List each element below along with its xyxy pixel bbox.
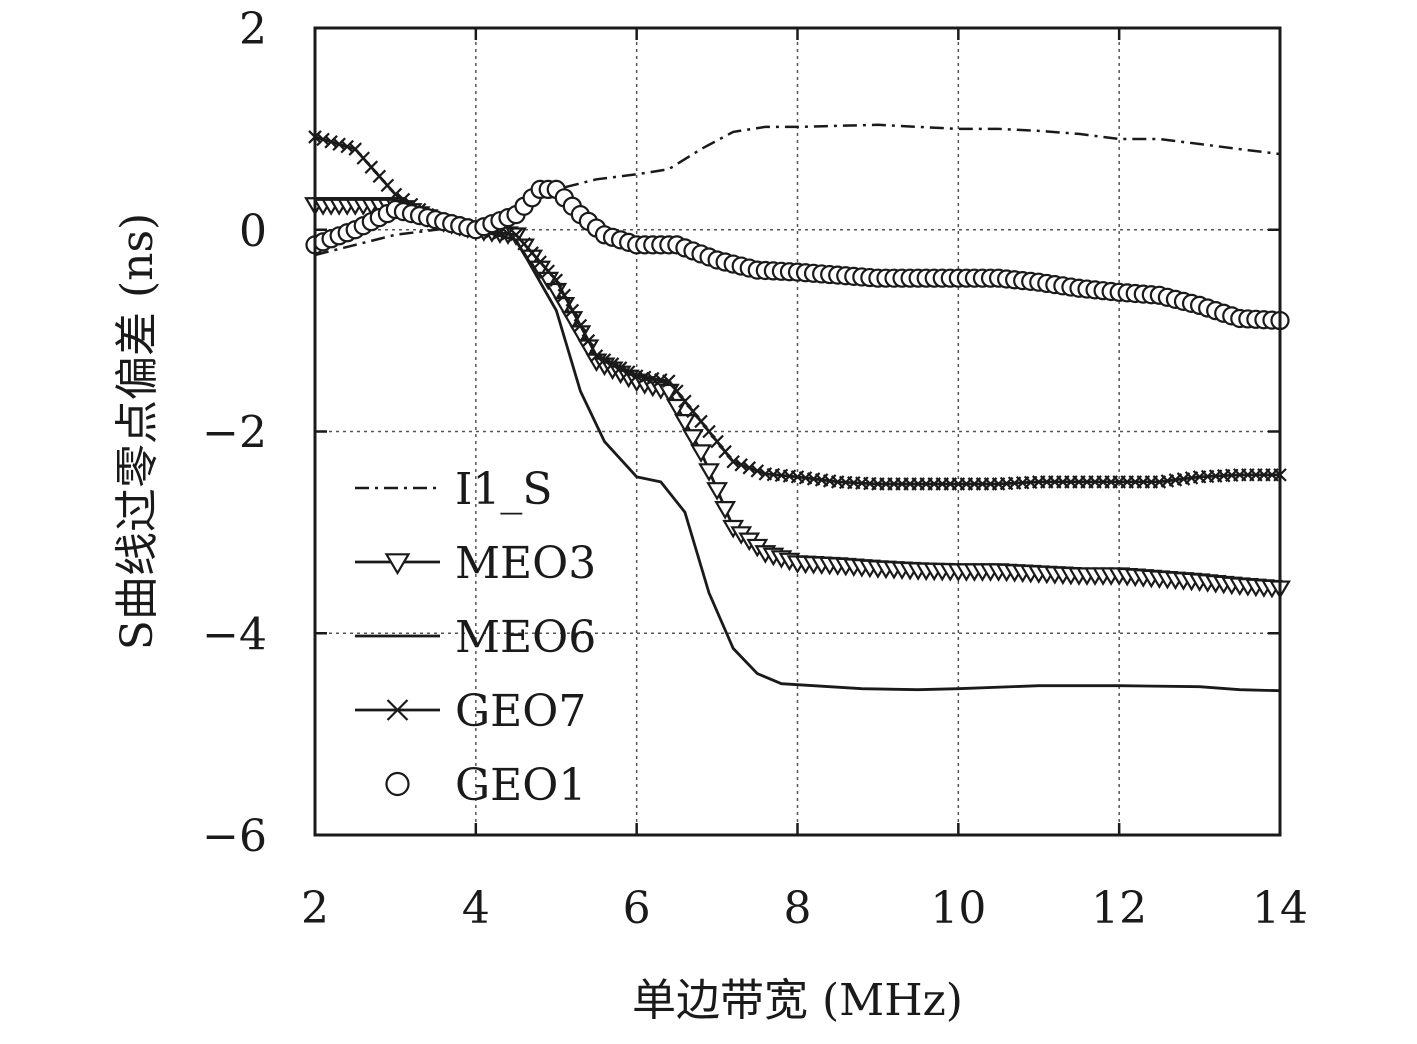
x-marker	[670, 384, 684, 398]
x-marker	[742, 461, 757, 475]
series-i1-s	[314, 123, 1281, 257]
legend-label: GEO1	[455, 760, 586, 811]
x-marker	[750, 464, 765, 478]
triangle-marker	[714, 501, 737, 520]
y-axis-title: S曲线过零点偏差 (ns)	[112, 213, 163, 650]
x-marker	[662, 374, 676, 388]
x-marker	[589, 349, 604, 363]
x-tick-label: 10	[930, 883, 986, 934]
y-tick-label: 2	[239, 4, 267, 55]
legend-entry: MEO3	[355, 538, 596, 589]
x-marker	[734, 458, 748, 472]
y-tick-label: 0	[239, 206, 267, 257]
x-tick-label: 6	[623, 883, 651, 934]
legend: I1_S MEO3 MEO6 GEO7 GEO1	[355, 464, 596, 811]
x-marker	[581, 333, 596, 348]
legend-entry: GEO1	[385, 760, 586, 811]
x-marker	[678, 394, 692, 409]
series-line	[314, 123, 1281, 257]
x-marker	[340, 139, 354, 154]
x-tick-label: 4	[462, 883, 490, 934]
x-marker	[565, 303, 580, 318]
triangle-marker	[673, 414, 696, 433]
triangle-marker	[384, 553, 411, 576]
x-marker	[386, 699, 409, 721]
x-marker	[694, 414, 708, 429]
legend-label: I1_S	[455, 464, 553, 515]
grid-lines	[315, 28, 1280, 835]
y-tick-label: −4	[202, 609, 267, 660]
x-marker	[718, 444, 732, 459]
legend-entry: I1_S	[355, 464, 553, 515]
triangle-marker	[698, 463, 720, 482]
triangle-marker	[682, 429, 704, 448]
legend-entry: MEO6	[355, 612, 596, 663]
x-marker	[726, 454, 740, 469]
y-tick-label: −2	[202, 408, 267, 459]
x-marker	[549, 273, 564, 287]
legend-label: GEO7	[455, 686, 586, 737]
x-marker	[605, 357, 620, 371]
x-marker	[597, 353, 612, 367]
circle-marker	[385, 771, 410, 797]
x-marker	[621, 365, 636, 379]
series-line	[315, 203, 1281, 590]
x-axis-title: 单边带宽 (MHz)	[632, 975, 963, 1026]
x-marker	[332, 137, 346, 151]
x-marker	[316, 132, 330, 147]
series-meo3	[304, 197, 1291, 600]
x-marker	[388, 187, 403, 202]
x-marker	[613, 361, 628, 375]
x-tick-label: 12	[1091, 883, 1147, 934]
x-marker	[710, 434, 724, 449]
x-tick-label: 14	[1252, 883, 1308, 934]
axis-ticks	[313, 26, 1282, 837]
x-marker	[557, 288, 572, 303]
series-geo1	[305, 179, 1290, 331]
series-layer	[304, 123, 1291, 693]
x-marker	[324, 135, 338, 149]
legend-label: MEO6	[455, 612, 596, 663]
legend-entry: GEO7	[355, 686, 586, 737]
x-marker	[702, 424, 716, 439]
triangle-marker	[706, 482, 729, 501]
tick-labels: 2 4 6 8 10 12 14 −6 −4 −2 0 2	[202, 4, 1308, 934]
x-marker	[686, 404, 700, 419]
x-marker	[573, 318, 588, 333]
x-tick-label: 2	[301, 883, 329, 934]
x-tick-label: 8	[784, 883, 812, 934]
y-tick-label: −6	[202, 811, 267, 862]
triangle-marker	[690, 444, 712, 463]
legend-label: MEO3	[455, 538, 596, 589]
